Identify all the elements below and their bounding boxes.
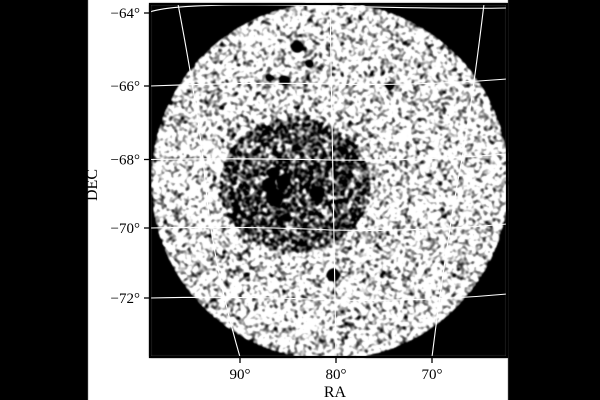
svg-text:−68°: −68°	[111, 153, 140, 169]
svg-text:−66°: −66°	[111, 79, 140, 95]
svg-text:−64°: −64°	[111, 6, 140, 22]
svg-text:90°: 90°	[230, 367, 251, 383]
svg-text:80°: 80°	[326, 367, 347, 383]
svg-text:−70°: −70°	[111, 221, 140, 237]
svg-text:RA: RA	[324, 384, 347, 400]
svg-text:DEC: DEC	[84, 169, 101, 201]
svg-text:70°: 70°	[422, 367, 443, 383]
svg-text:−72°: −72°	[111, 291, 140, 307]
